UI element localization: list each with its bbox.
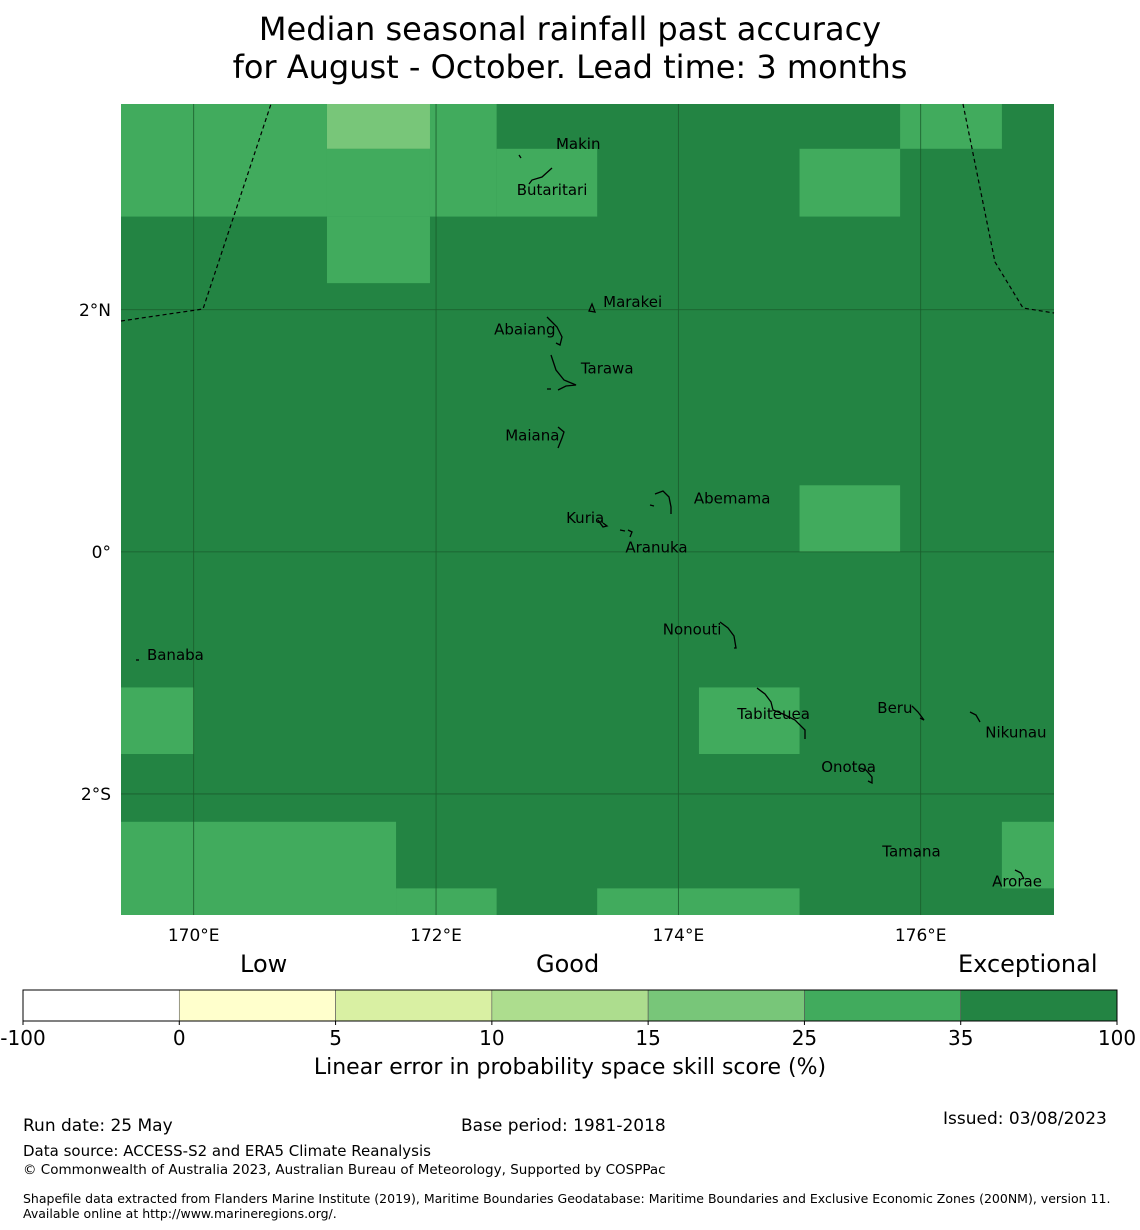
eez-boundary (120, 103, 1055, 322)
lon-tick-label: 174°E (653, 926, 705, 946)
tabiteuea-outline (756, 687, 806, 739)
colorbar-segment (335, 989, 493, 1022)
grid-cell-25-35 (900, 104, 1002, 149)
colorbar-word-exceptional: Exceptional (958, 950, 1098, 978)
tarawa-outline (547, 354, 577, 391)
island-outlines (136, 154, 1025, 880)
island-label-abemama: Abemama (694, 489, 771, 507)
grid-cell-25-35 (698, 687, 800, 755)
island-label-makin: Makin (556, 135, 601, 153)
issued-date: Issued: 03/08/2023 (943, 1109, 1107, 1129)
eez-boundary-west (120, 103, 272, 322)
copyright-notice: © Commonwealth of Australia 2023, Austra… (23, 1162, 666, 1178)
kuria-outline (597, 519, 609, 528)
tamana-outline (914, 854, 918, 858)
skill-grid (121, 104, 1054, 915)
colorbar-axis-label: Linear error in probability space skill … (313, 1055, 827, 1080)
grid-cell-25-35 (121, 821, 397, 915)
onotoa-outline (859, 767, 873, 785)
lat-tick-label: 2°S (81, 785, 111, 805)
data-source: Data source: ACCESS-S2 and ERA5 Climate … (23, 1142, 431, 1160)
grid-cell-25-35 (396, 888, 497, 915)
island-label-aranuka: Aranuka (625, 538, 687, 556)
title-line-2: for August - October. Lead time: 3 month… (232, 48, 908, 86)
grid-cell-25-35 (799, 485, 901, 552)
island-label-nikunau: Nikunau (985, 724, 1046, 742)
makin-outline (518, 154, 553, 185)
colorbar-word-good: Good (536, 950, 600, 978)
axis-tick-labels: 170°E 172°E 174°E 176°E 2°N 0° 2°S (79, 301, 947, 946)
colorbar-segment (647, 989, 805, 1022)
grid-cell-25-35 (1001, 821, 1054, 889)
colorbar-frame (22, 989, 1118, 1022)
grid-cell-25-35 (429, 104, 497, 217)
grid-cell-25-35 (121, 104, 327, 217)
island-label-marakei: Marakei (603, 293, 662, 311)
colorbar-tick-label: 100 (1098, 1026, 1136, 1050)
beru-outline (911, 705, 925, 721)
aranuka-outline (619, 529, 633, 538)
base-period: Base period: 1981-2018 (461, 1116, 666, 1136)
grid-cell-25-35 (496, 148, 598, 217)
island-label-kuria: Kuria (566, 509, 604, 527)
map-title: Median seasonal rainfall past accuracy f… (0, 10, 1140, 86)
island-label-abaiang: Abaiang (494, 321, 555, 339)
grid-cell-15-25 (326, 104, 430, 149)
nikunau-outline (969, 711, 981, 723)
island-label-beru: Beru (877, 699, 912, 717)
island-label-tabiteuea: Tabiteuea (736, 705, 810, 723)
shapefile-credit: Shapefile data extracted from Flanders M… (23, 1191, 1111, 1221)
island-label-onotoa: Onotoa (821, 758, 876, 776)
colorbar-tick-label: 0 (173, 1026, 186, 1050)
island-label-arorae: Arorae (992, 872, 1042, 890)
lon-tick-label: 172°E (410, 926, 462, 946)
island-label-butaritari: Butaritari (517, 181, 588, 199)
island-label-maiana: Maiana (505, 427, 559, 445)
grid-cell-25-35 (326, 216, 430, 284)
lat-tick-label: 2°N (79, 301, 111, 321)
colorbar-tick-label: 25 (792, 1026, 817, 1050)
colorbar-tick-label: 10 (479, 1026, 504, 1050)
island-label-tamana: Tamana (881, 842, 940, 860)
colorbar-segment (178, 989, 336, 1022)
colorbar-segment (22, 989, 180, 1022)
graticule (121, 104, 1054, 915)
lon-tick-label: 176°E (895, 926, 947, 946)
grid-cell-25-35 (799, 148, 901, 217)
marakei-outline (588, 302, 597, 313)
lat-tick-label: 0° (92, 543, 111, 563)
island-label-tarawa: Tarawa (580, 359, 634, 377)
grid-cell-25-35 (326, 148, 430, 217)
nonouti-outline (719, 621, 737, 649)
colorbar-segment (804, 989, 962, 1022)
colorbar-segment (491, 989, 649, 1022)
abemama-outline (649, 490, 672, 514)
colorbar-segment (960, 989, 1118, 1022)
run-date: Run date: 25 May (23, 1116, 173, 1136)
colorbar-word-low: Low (240, 950, 288, 978)
colorbar: -100 0 5 10 15 25 35 100 (0, 989, 1136, 1050)
island-labels: Makin Butaritari Marakei Abaiang Tarawa Maian… (147, 135, 1047, 890)
island-label-banaba: Banaba (147, 646, 204, 664)
arorae-outline (1014, 869, 1025, 880)
grid-cell-25-35 (121, 687, 194, 755)
colorbar-tick-label: 5 (329, 1026, 342, 1050)
grid-cell-25-35 (597, 888, 800, 915)
abaiang-outline (546, 316, 563, 346)
eez-boundary-east (962, 103, 1055, 314)
title-line-1: Median seasonal rainfall past accuracy (258, 10, 882, 48)
maiana-outline (557, 426, 565, 449)
colorbar-tick-label: 15 (635, 1026, 660, 1050)
colorbar-tick-label: -100 (0, 1026, 45, 1050)
island-label-nonouti: Nonouti (663, 620, 722, 638)
colorbar-tick-label: 35 (948, 1026, 973, 1050)
lon-tick-label: 170°E (168, 926, 220, 946)
